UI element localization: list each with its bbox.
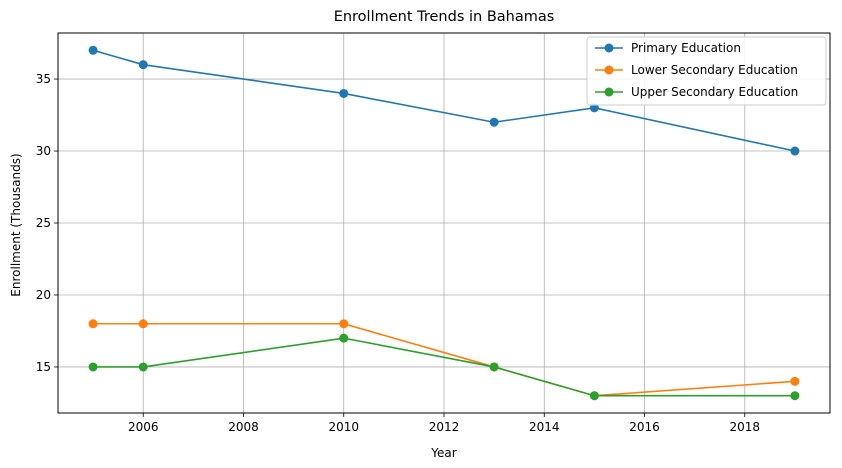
chart-title: Enrollment Trends in Bahamas xyxy=(334,9,555,25)
data-point xyxy=(790,146,800,156)
data-point xyxy=(489,117,499,127)
legend-item: Upper Secondary Education xyxy=(595,85,798,99)
series-3 xyxy=(88,333,800,401)
y-tick-label: 15 xyxy=(36,360,51,374)
y-tick-label: 20 xyxy=(36,288,51,302)
x-tick-label: 2014 xyxy=(529,420,560,434)
ticks: 2006 2008 2010 2012 2014 2016 2018 15 20 25 30 35 xyxy=(36,72,760,434)
legend-label: Lower Secondary Education xyxy=(631,63,798,77)
legend: Primary Education Lower Secondary Educati… xyxy=(586,36,827,106)
data-point xyxy=(138,60,148,70)
legend-item: Lower Secondary Education xyxy=(595,63,798,77)
series-line xyxy=(92,49,796,152)
data-point xyxy=(88,362,98,372)
data-point xyxy=(88,319,98,329)
data-point xyxy=(339,88,349,98)
x-tick-label: 2012 xyxy=(429,420,460,434)
legend-label: Upper Secondary Education xyxy=(631,85,798,99)
legend-item: Primary Education xyxy=(595,41,741,55)
data-point xyxy=(790,391,800,401)
data-point xyxy=(489,362,499,372)
data-point xyxy=(589,103,599,113)
series-1 xyxy=(88,45,800,156)
data-point xyxy=(339,319,349,329)
x-axis-label: Year xyxy=(430,446,456,460)
x-tick-label: 2010 xyxy=(328,420,359,434)
y-tick-label: 25 xyxy=(36,216,51,230)
legend-marker xyxy=(604,43,614,53)
data-point xyxy=(589,391,599,401)
data-point xyxy=(138,319,148,329)
series-layer xyxy=(88,45,800,401)
data-point xyxy=(790,376,800,386)
data-point xyxy=(339,333,349,343)
legend-marker xyxy=(604,65,614,75)
legend-box xyxy=(586,36,827,106)
x-tick-label: 2006 xyxy=(128,420,159,434)
x-tick-label: 2016 xyxy=(629,420,660,434)
series-line xyxy=(93,322,795,397)
y-tick-label: 35 xyxy=(36,72,51,86)
x-tick-label: 2008 xyxy=(228,420,259,434)
legend-label: Primary Education xyxy=(631,41,741,55)
y-axis-label: Enrollment (Thousands) xyxy=(9,153,23,296)
series-line xyxy=(93,337,795,397)
x-tick-label: 2018 xyxy=(730,420,761,434)
y-tick-label: 30 xyxy=(36,144,51,158)
data-point xyxy=(138,362,148,372)
data-point xyxy=(88,45,98,55)
legend-marker xyxy=(604,87,614,97)
